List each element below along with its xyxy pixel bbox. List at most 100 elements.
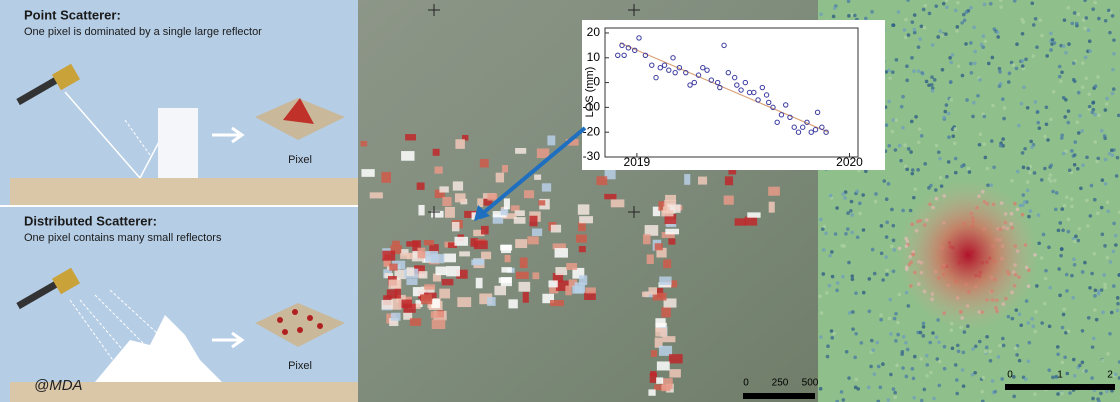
map-dot <box>870 339 874 343</box>
map-dot <box>828 254 832 258</box>
map-dot <box>1060 207 1064 211</box>
map-dot <box>1059 79 1063 83</box>
map-dot <box>901 366 905 370</box>
map-dot <box>862 228 866 232</box>
map-dot <box>894 118 898 122</box>
spot <box>405 134 416 140</box>
y-tick-label: -30 <box>583 149 601 163</box>
map-dot <box>996 31 1000 35</box>
map-dot <box>962 13 966 17</box>
spot <box>663 336 676 342</box>
y-tick-label: -20 <box>583 124 601 138</box>
map-dot <box>1107 9 1111 13</box>
map-dot <box>826 355 830 359</box>
map-dot <box>1049 163 1053 167</box>
spot <box>391 313 401 321</box>
map-dot <box>1049 32 1053 36</box>
map-dot <box>1081 360 1085 364</box>
map-dot <box>972 26 976 30</box>
map-dot <box>954 157 958 161</box>
map-dot <box>846 211 850 215</box>
spot <box>452 222 459 231</box>
map-dot <box>982 115 986 119</box>
spot <box>643 234 650 244</box>
spot <box>519 282 531 292</box>
map-dot <box>1101 233 1105 237</box>
building <box>158 108 198 178</box>
map-dot <box>943 110 947 114</box>
spot <box>400 253 410 259</box>
map-dot <box>1097 290 1101 294</box>
map-dot <box>1078 114 1082 118</box>
map-dot <box>847 376 851 380</box>
map-dot <box>856 235 860 239</box>
spot <box>457 297 471 307</box>
map-dot <box>1063 115 1067 119</box>
map-dot <box>901 209 905 213</box>
map-dot <box>1015 42 1019 46</box>
map-dot <box>898 144 902 148</box>
map-dot <box>1090 376 1094 380</box>
map-dot <box>1054 208 1058 212</box>
spot <box>432 319 446 329</box>
map-dot <box>1067 109 1071 113</box>
spot <box>657 361 670 370</box>
map-dot <box>1093 252 1097 256</box>
spot <box>537 148 549 158</box>
map-dot <box>820 311 824 315</box>
map-dot <box>1051 190 1055 194</box>
map-dot <box>1065 195 1069 199</box>
map-dot <box>890 244 894 248</box>
map-dot <box>890 208 894 212</box>
map-dot <box>1001 97 1005 101</box>
map-dot <box>1086 224 1090 228</box>
map-dot <box>965 10 969 14</box>
spot <box>421 294 432 304</box>
map-dot <box>832 15 836 19</box>
map-dot <box>1026 166 1030 170</box>
map-dot <box>1077 91 1081 95</box>
map-dot <box>1033 171 1037 175</box>
spot <box>659 277 671 285</box>
map-dot <box>976 94 980 98</box>
map-dot <box>1003 106 1007 110</box>
map-dot <box>1046 138 1050 142</box>
map-dot <box>919 331 923 335</box>
map-dot <box>1089 214 1093 218</box>
spot <box>515 148 526 154</box>
map-dot <box>1114 234 1118 238</box>
map-dot <box>1106 209 1110 213</box>
map-dot <box>954 363 958 367</box>
map-dot <box>887 398 891 402</box>
map-dot <box>1112 250 1116 254</box>
x-tick-label: 2020 <box>836 155 863 169</box>
map-dot <box>1023 200 1027 204</box>
map-dot <box>1061 326 1065 330</box>
map-dot <box>835 206 839 210</box>
spot <box>725 176 733 185</box>
map-dot <box>846 227 850 231</box>
map-dot <box>935 357 939 361</box>
map-dot <box>1091 345 1095 349</box>
map-dot <box>954 9 958 13</box>
map-dot <box>1048 286 1052 290</box>
map-dot <box>973 62 977 66</box>
map-dot <box>1020 18 1024 22</box>
map-dot <box>1018 312 1022 316</box>
spot <box>576 234 587 242</box>
map-dot <box>1099 392 1103 396</box>
map-dot <box>851 310 855 314</box>
map-dot <box>1020 102 1024 106</box>
map-dot <box>1081 270 1085 274</box>
map-dot <box>1087 92 1091 96</box>
spot <box>649 287 657 294</box>
spot <box>579 246 586 252</box>
map-dot <box>1073 140 1077 144</box>
map-dot <box>1075 22 1079 26</box>
map-dot <box>1018 359 1022 363</box>
spot <box>550 300 564 306</box>
map-dot <box>1053 179 1057 183</box>
map-dot <box>960 165 964 169</box>
map-dot <box>1095 160 1099 164</box>
map-dot <box>847 14 851 18</box>
